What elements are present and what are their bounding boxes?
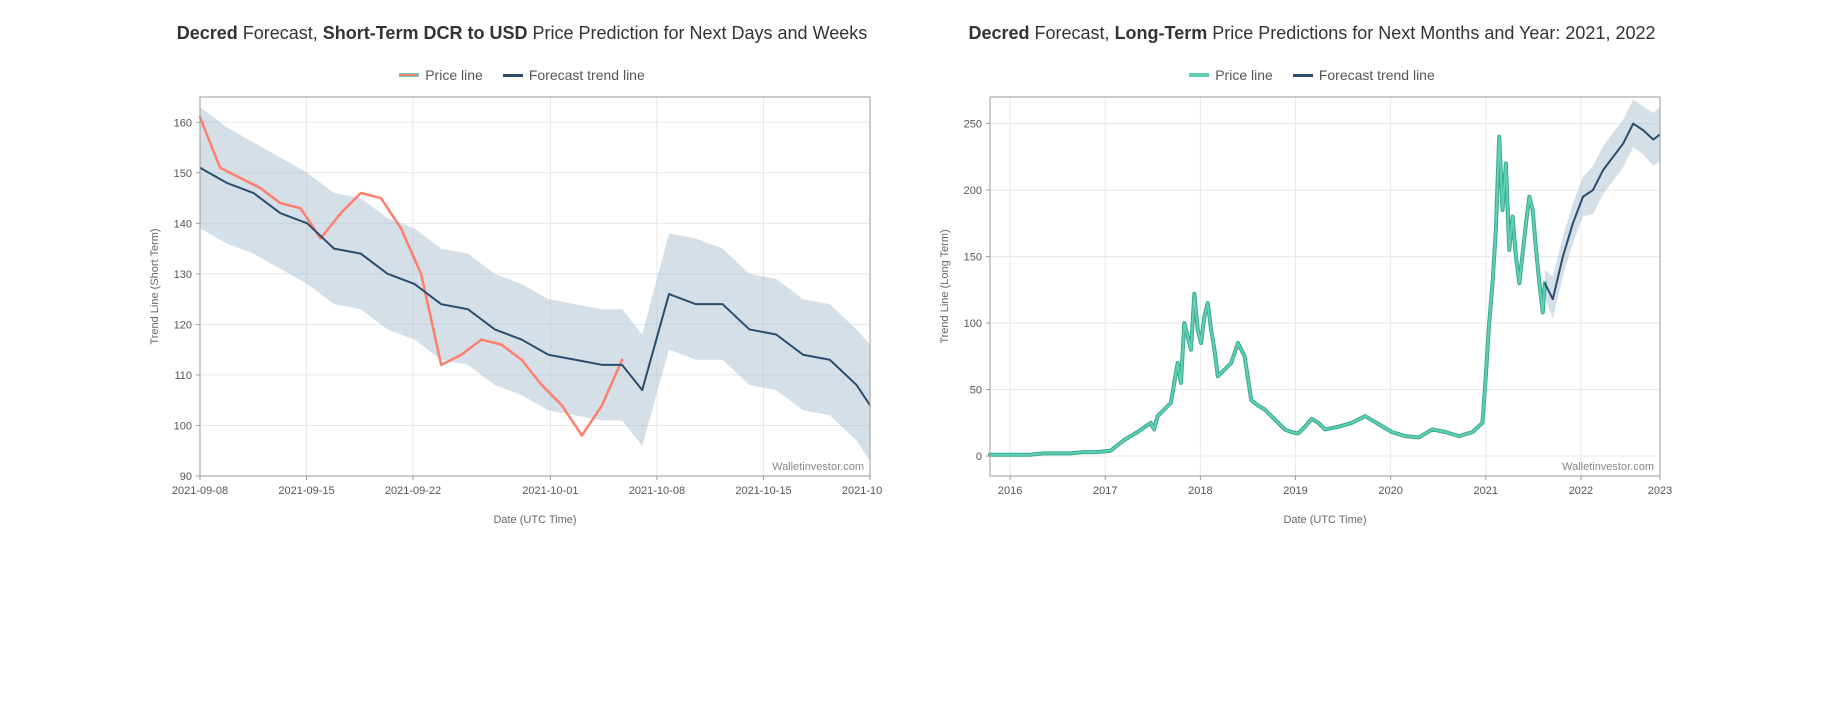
svg-text:2021-10-01: 2021-10-01 [522, 485, 578, 497]
legend-forecast-line: Forecast trend line [503, 67, 645, 83]
svg-text:Date (UTC Time): Date (UTC Time) [1283, 514, 1366, 526]
legend-forecast-label: Forecast trend line [529, 67, 645, 83]
legend-forecast-line-lt: Forecast trend line [1293, 67, 1435, 83]
svg-text:100: 100 [964, 318, 982, 330]
legend-price-label: Price line [425, 67, 483, 83]
svg-text:50: 50 [970, 385, 982, 397]
svg-text:2020: 2020 [1378, 485, 1402, 497]
svg-text:2021-09-22: 2021-09-22 [385, 485, 441, 497]
svg-text:150: 150 [174, 168, 192, 180]
svg-text:2021-10-15: 2021-10-15 [735, 485, 791, 497]
charts-row: Decred Forecast, Short-Term DCR to USD P… [20, 20, 1814, 531]
long-term-chart-panel: Decred Forecast, Long-Term Price Predict… [932, 20, 1692, 531]
svg-text:2021-10-22: 2021-10-22 [842, 485, 882, 497]
svg-text:2021-09-15: 2021-09-15 [278, 485, 334, 497]
short-term-chart-panel: Decred Forecast, Short-Term DCR to USD P… [142, 20, 902, 531]
svg-text:2023: 2023 [1648, 485, 1672, 497]
svg-text:2018: 2018 [1188, 485, 1212, 497]
short-term-title: Decred Forecast, Short-Term DCR to USD P… [142, 20, 902, 47]
svg-text:110: 110 [174, 370, 192, 382]
svg-text:130: 130 [174, 269, 192, 281]
svg-text:Walletinvestor.com: Walletinvestor.com [1562, 461, 1654, 473]
legend-price-line: Price line [399, 67, 483, 83]
svg-text:100: 100 [174, 420, 192, 432]
svg-text:2017: 2017 [1093, 485, 1117, 497]
price-line-swatch-lt-icon [1189, 73, 1209, 77]
long-term-title: Decred Forecast, Long-Term Price Predict… [932, 20, 1692, 47]
short-term-legend: Price line Forecast trend line [142, 67, 902, 83]
long-term-svg: 0 50 100 150 200 250 2016 2017 2018 2019 2020 2021 2… [932, 91, 1672, 531]
svg-text:200: 200 [964, 185, 982, 197]
legend-price-line-lt: Price line [1189, 67, 1273, 83]
svg-text:Date (UTC Time): Date (UTC Time) [493, 514, 576, 526]
short-term-svg: 90 100 110 120 130 140 150 160 2021-09-08 2021-09… [142, 91, 882, 531]
svg-text:250: 250 [964, 119, 982, 131]
forecast-line-swatch-lt-icon [1293, 74, 1313, 77]
long-term-legend: Price line Forecast trend line [932, 67, 1692, 83]
svg-text:90: 90 [180, 471, 192, 483]
svg-text:0: 0 [976, 451, 982, 463]
svg-text:Trend Line (Long Term): Trend Line (Long Term) [939, 229, 951, 343]
svg-text:Trend Line (Short Term): Trend Line (Short Term) [149, 228, 161, 344]
long-term-plot: 0 50 100 150 200 250 2016 2017 2018 2019 2020 2021 2… [932, 91, 1692, 531]
legend-price-label-lt: Price line [1215, 67, 1273, 83]
svg-text:2019: 2019 [1283, 485, 1307, 497]
svg-text:160: 160 [174, 117, 192, 129]
svg-text:2016: 2016 [998, 485, 1022, 497]
legend-forecast-label-lt: Forecast trend line [1319, 67, 1435, 83]
forecast-line-swatch-icon [503, 74, 523, 77]
svg-text:150: 150 [964, 252, 982, 264]
svg-text:2021-09-08: 2021-09-08 [172, 485, 228, 497]
svg-text:120: 120 [174, 319, 192, 331]
short-term-plot: 90 100 110 120 130 140 150 160 2021-09-08 2021-09… [142, 91, 902, 531]
svg-text:Walletinvestor.com: Walletinvestor.com [772, 461, 864, 473]
svg-text:140: 140 [174, 218, 192, 230]
svg-text:2022: 2022 [1569, 485, 1593, 497]
price-line-swatch-icon [399, 73, 419, 77]
svg-text:2021: 2021 [1474, 485, 1498, 497]
svg-text:2021-10-08: 2021-10-08 [629, 485, 685, 497]
